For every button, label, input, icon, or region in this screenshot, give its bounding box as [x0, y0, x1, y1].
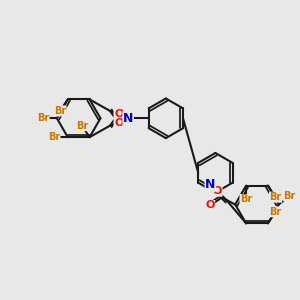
Text: Br: Br — [48, 132, 60, 142]
Text: N: N — [205, 178, 216, 191]
Text: O: O — [114, 109, 124, 119]
Text: Br: Br — [76, 121, 88, 130]
Text: N: N — [123, 112, 134, 125]
Text: Br: Br — [269, 192, 282, 202]
Text: O: O — [205, 200, 214, 211]
Text: Br: Br — [240, 194, 252, 205]
Text: O: O — [114, 118, 124, 128]
Text: Br: Br — [269, 207, 282, 217]
Text: Br: Br — [37, 113, 49, 123]
Text: O: O — [213, 186, 222, 196]
Text: Br: Br — [283, 190, 296, 201]
Text: Br: Br — [54, 106, 66, 116]
